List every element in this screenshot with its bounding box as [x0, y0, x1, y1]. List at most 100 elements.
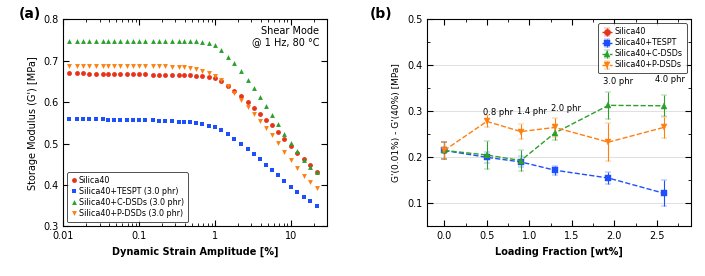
Silica40	[92, 72, 100, 75]
Silica40	[99, 72, 107, 76]
Silica40	[174, 73, 183, 77]
Silica40+TESPT (3.0 phr)	[204, 124, 213, 127]
Silica40+P-DSDs (3.0 phr)	[293, 166, 301, 169]
Silica40+C-DSDs (3.0 phr)	[161, 39, 169, 43]
Silica40+TESPT (3.0 phr)	[78, 117, 87, 120]
Silica40+C-DSDs (3.0 phr)	[224, 55, 233, 58]
Silica40+TESPT (3.0 phr)	[92, 117, 100, 121]
Silica40+P-DSDs (3.0 phr)	[104, 64, 113, 67]
Silica40	[262, 118, 270, 121]
Silica40	[280, 138, 288, 141]
Silica40+P-DSDs (3.0 phr)	[306, 181, 314, 184]
Silica40+C-DSDs (3.0 phr)	[287, 141, 295, 144]
X-axis label: Dynamic Strain Amplitude [%]: Dynamic Strain Amplitude [%]	[112, 247, 278, 257]
Silica40+TESPT (3.0 phr)	[224, 133, 233, 136]
Silica40+TESPT (3.0 phr)	[262, 163, 270, 166]
Text: 0.8 phr: 0.8 phr	[484, 108, 513, 117]
Silica40+TESPT (3.0 phr)	[268, 168, 276, 171]
Silica40+TESPT (3.0 phr)	[73, 117, 81, 120]
Silica40+P-DSDs (3.0 phr)	[250, 113, 259, 116]
Silica40	[312, 170, 321, 173]
Silica40+P-DSDs (3.0 phr)	[198, 69, 207, 72]
Text: (a): (a)	[18, 7, 41, 21]
Silica40	[123, 73, 131, 76]
Silica40	[161, 73, 169, 76]
Silica40+TESPT (3.0 phr)	[287, 185, 295, 188]
Silica40	[78, 71, 87, 75]
Silica40+C-DSDs (3.0 phr)	[141, 39, 149, 43]
Silica40+P-DSDs (3.0 phr)	[85, 64, 94, 67]
Silica40	[293, 151, 301, 154]
Silica40+C-DSDs (3.0 phr)	[85, 39, 94, 43]
Line: Silica40: Silica40	[67, 71, 319, 174]
Silica40+C-DSDs (3.0 phr)	[268, 113, 276, 116]
Silica40+TESPT (3.0 phr)	[293, 190, 301, 193]
Silica40+P-DSDs (3.0 phr)	[237, 98, 245, 101]
Silica40+C-DSDs (3.0 phr)	[168, 39, 176, 43]
Silica40+C-DSDs (3.0 phr)	[128, 39, 137, 43]
Text: 4.0 phr: 4.0 phr	[655, 75, 685, 84]
Silica40+P-DSDs (3.0 phr)	[192, 67, 200, 71]
Line: Silica40+P-DSDs (3.0 phr): Silica40+P-DSDs (3.0 phr)	[67, 63, 319, 190]
Silica40+C-DSDs (3.0 phr)	[231, 62, 239, 65]
Silica40+C-DSDs (3.0 phr)	[217, 48, 226, 51]
Silica40+P-DSDs (3.0 phr)	[280, 150, 288, 153]
Silica40+C-DSDs (3.0 phr)	[73, 39, 81, 43]
Silica40	[180, 73, 188, 77]
Silica40	[300, 158, 309, 161]
Silica40+P-DSDs (3.0 phr)	[168, 65, 176, 68]
Silica40+P-DSDs (3.0 phr)	[312, 186, 321, 189]
Silica40+C-DSDs (3.0 phr)	[148, 39, 157, 43]
Silica40+P-DSDs (3.0 phr)	[116, 64, 124, 67]
Silica40+TESPT (3.0 phr)	[312, 204, 321, 207]
Silica40	[110, 72, 118, 76]
Silica40	[231, 89, 239, 92]
Legend: Silica40, Silica40+TESPT (3.0 phr), Silica40+C-DSDs (3.0 phr), Silica40+P-DSDs (: Silica40, Silica40+TESPT (3.0 phr), Sili…	[68, 172, 188, 222]
Text: 3.0 phr: 3.0 phr	[603, 77, 633, 86]
Silica40+C-DSDs (3.0 phr)	[300, 158, 309, 161]
Silica40+C-DSDs (3.0 phr)	[280, 132, 288, 136]
Legend: Silica40, Silica40+TESPT, Silica40+C-DSDs, Silica40+P-DSDs: Silica40, Silica40+TESPT, Silica40+C-DSD…	[598, 23, 687, 73]
Silica40	[141, 73, 149, 76]
Silica40+C-DSDs (3.0 phr)	[198, 40, 207, 43]
Silica40+TESPT (3.0 phr)	[306, 200, 314, 203]
Silica40+TESPT (3.0 phr)	[110, 118, 118, 121]
Silica40+TESPT (3.0 phr)	[274, 174, 283, 177]
Silica40	[224, 84, 233, 87]
Line: Silica40+TESPT (3.0 phr): Silica40+TESPT (3.0 phr)	[67, 116, 319, 208]
Silica40	[128, 73, 137, 76]
Silica40+TESPT (3.0 phr)	[161, 119, 169, 122]
Silica40	[198, 74, 207, 78]
Silica40+TESPT (3.0 phr)	[141, 119, 149, 122]
Silica40+C-DSDs (3.0 phr)	[250, 87, 259, 90]
Silica40	[116, 73, 124, 76]
Text: 2.0 phr: 2.0 phr	[551, 104, 582, 113]
Silica40	[85, 72, 94, 75]
Silica40+P-DSDs (3.0 phr)	[211, 74, 219, 77]
Silica40+P-DSDs (3.0 phr)	[231, 91, 239, 94]
Silica40+P-DSDs (3.0 phr)	[110, 64, 118, 67]
Silica40+C-DSDs (3.0 phr)	[312, 170, 321, 173]
Silica40	[211, 76, 219, 80]
Silica40+TESPT (3.0 phr)	[256, 158, 264, 161]
Silica40+TESPT (3.0 phr)	[186, 121, 195, 124]
Silica40	[73, 71, 81, 75]
Silica40+P-DSDs (3.0 phr)	[123, 64, 131, 67]
Silica40+C-DSDs (3.0 phr)	[99, 39, 107, 43]
Silica40+TESPT (3.0 phr)	[217, 129, 226, 132]
Silica40+TESPT (3.0 phr)	[123, 118, 131, 121]
Silica40+P-DSDs (3.0 phr)	[274, 141, 283, 145]
Silica40+C-DSDs (3.0 phr)	[66, 39, 74, 43]
Silica40+P-DSDs (3.0 phr)	[99, 64, 107, 67]
Silica40	[66, 71, 74, 75]
Silica40+TESPT (3.0 phr)	[135, 118, 144, 121]
Silica40+C-DSDs (3.0 phr)	[110, 39, 118, 43]
Silica40+C-DSDs (3.0 phr)	[174, 39, 183, 43]
Silica40+C-DSDs (3.0 phr)	[180, 39, 188, 43]
Silica40+TESPT (3.0 phr)	[180, 120, 188, 124]
Silica40+P-DSDs (3.0 phr)	[154, 64, 163, 68]
Silica40+C-DSDs (3.0 phr)	[306, 165, 314, 168]
Silica40	[186, 73, 195, 77]
Silica40+TESPT (3.0 phr)	[231, 137, 239, 140]
Silica40+C-DSDs (3.0 phr)	[262, 104, 270, 107]
